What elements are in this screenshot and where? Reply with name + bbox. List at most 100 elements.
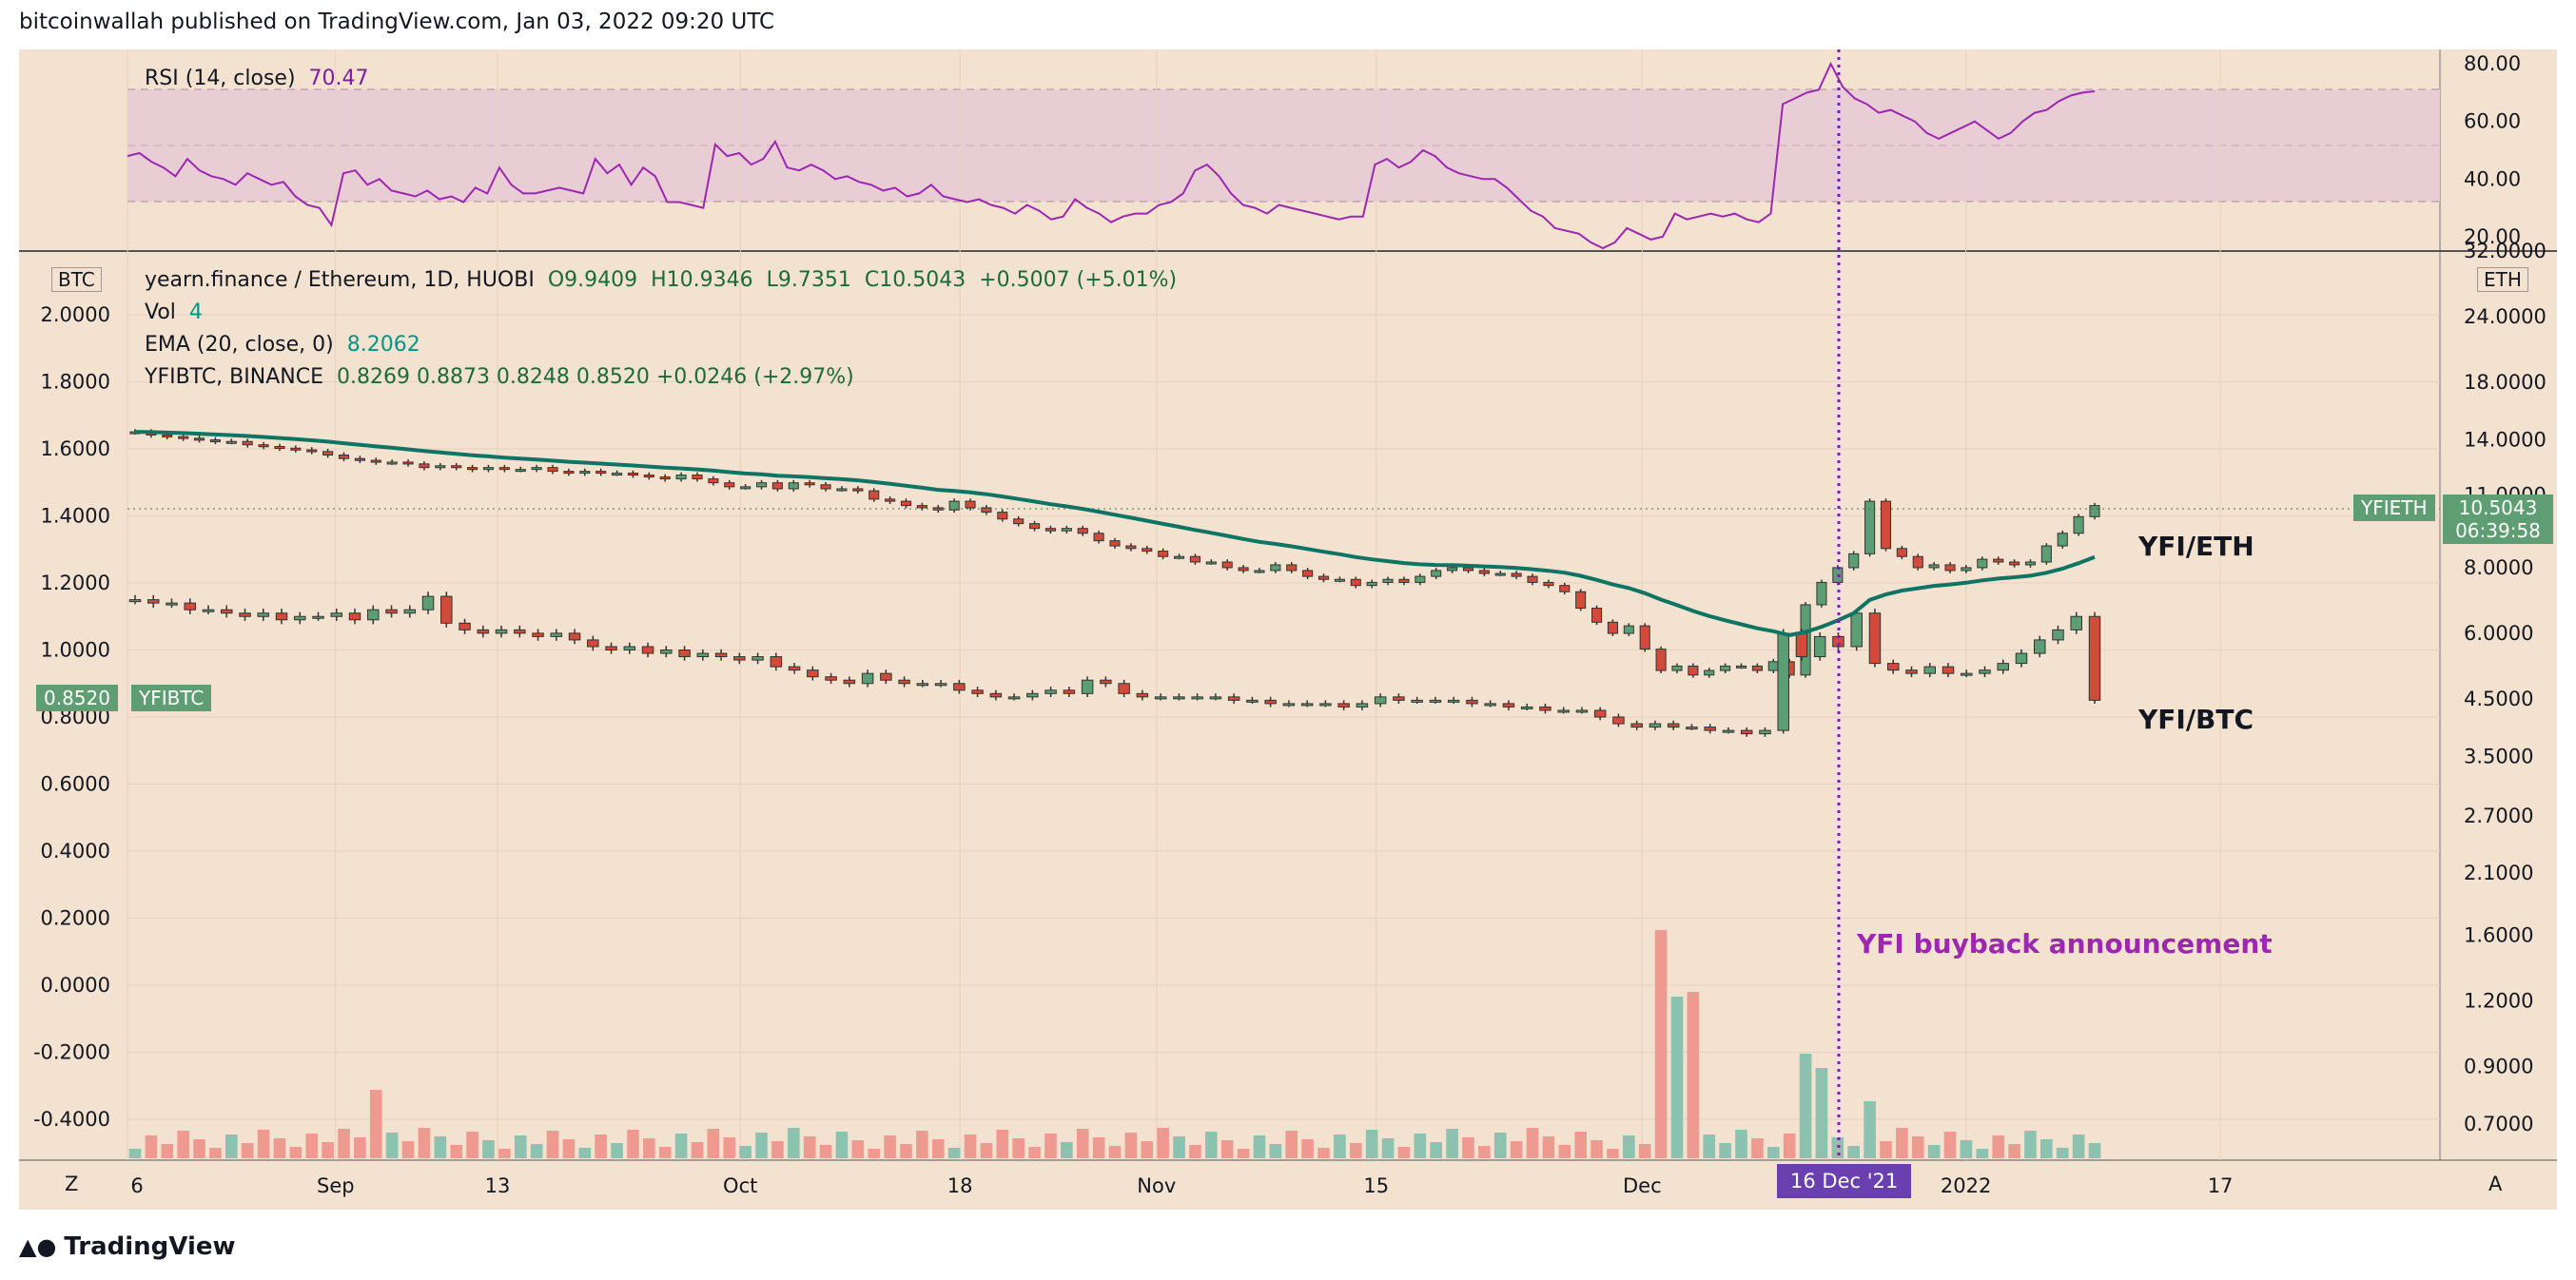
- volume-bar: [225, 1135, 238, 1158]
- left-tick-label: 0.6000: [41, 773, 110, 796]
- yfieth-candle: [724, 479, 735, 490]
- yfieth-candle-body: [1238, 567, 1249, 572]
- yfieth-candle-body: [1189, 555, 1200, 563]
- compare-legend: YFIBTC, BINANCE 0.8269 0.8873 0.8248 0.8…: [145, 365, 854, 389]
- yfieth-candle: [2089, 502, 2100, 520]
- yfieth-candle: [1044, 525, 1057, 534]
- rsi-legend: RSI (14, close) 70.47: [145, 67, 369, 90]
- yfibtc-candle-body: [2033, 639, 2046, 654]
- yfibtc-candle: [294, 611, 306, 625]
- footer-logo[interactable]: ▲● TradingView: [19, 1232, 236, 1261]
- yfibtc-candle-body: [1630, 723, 1643, 728]
- yfibtc-candle: [1686, 724, 1698, 730]
- volume-bar: [177, 1131, 189, 1158]
- yfieth-candle: [1993, 556, 2004, 565]
- yfibtc-candle: [1319, 700, 1332, 708]
- yfieth-candle-body: [1623, 625, 1634, 634]
- yfibtc-candle: [1118, 679, 1130, 698]
- yfibtc-candle-body: [2088, 615, 2101, 701]
- yfibtc-candle-body: [714, 652, 728, 658]
- publish-header: bitcoinwallah published on TradingView.c…: [19, 10, 775, 34]
- volume-bar: [1526, 1128, 1539, 1158]
- chart-background: [19, 49, 2557, 1210]
- yfieth-candle-body: [1077, 528, 1088, 534]
- yfibtc-candle-body: [495, 629, 508, 634]
- yfieth-candle: [1655, 646, 1667, 673]
- volume-bar: [289, 1147, 302, 1158]
- yfieth-candle-body: [354, 457, 365, 461]
- yfibtc-candle: [660, 646, 673, 658]
- yfibtc-candle-body: [2015, 652, 2028, 665]
- volume-bar: [868, 1149, 881, 1158]
- volume-bar: [1735, 1130, 1747, 1158]
- rsi-band: [127, 89, 2440, 202]
- time-tick-label: Nov: [1137, 1174, 1176, 1197]
- volume-bar: [450, 1145, 463, 1158]
- volume-bar: [1703, 1135, 1716, 1158]
- yfibtc-candle-body: [1319, 703, 1332, 707]
- yfieth-candle: [1158, 548, 1169, 560]
- yfieth-candle-body: [1382, 578, 1394, 583]
- yfieth-candle-body: [306, 449, 318, 453]
- yfieth-candle-body: [258, 444, 269, 448]
- yfieth-candle-body: [1767, 661, 1779, 671]
- right-tick-label: 0.7000: [2464, 1113, 2533, 1135]
- yfieth-candle-body: [515, 469, 526, 473]
- rsi-legend-label: RSI (14, close): [145, 67, 296, 90]
- yfibtc-candle-body: [825, 676, 837, 681]
- yfibtc-candle-body: [275, 612, 288, 621]
- yfieth-candle-body: [467, 467, 478, 471]
- volume-bar: [401, 1141, 415, 1158]
- volume-bar: [1911, 1136, 1924, 1158]
- volume-bar: [674, 1134, 688, 1158]
- yfibtc-candle: [1575, 707, 1589, 714]
- yfieth-candle: [820, 481, 831, 492]
- yfieth-candle: [1607, 619, 1618, 636]
- yfibtc-candle: [1777, 629, 1789, 734]
- yfieth-candle-body: [1527, 575, 1538, 583]
- yfibtc-candle: [1191, 693, 1203, 701]
- volume-bar: [1654, 930, 1668, 1158]
- right-tick-label: 24.0000: [2464, 305, 2547, 328]
- zoom-button[interactable]: Z: [65, 1173, 79, 1195]
- volume-bar: [723, 1137, 736, 1158]
- yfibtc-candle: [587, 635, 599, 651]
- time-axis-ticks: 6 Sep 13 Oct 18 Nov 15 Dec 2022 17: [130, 1174, 2233, 1197]
- yfibtc-candle-body: [128, 599, 142, 603]
- yfieth-candle-body: [1366, 581, 1377, 587]
- yfibtc-candle: [128, 594, 142, 605]
- volume-bar: [482, 1140, 495, 1158]
- volume-bar: [1334, 1135, 1346, 1158]
- yfibtc-candle: [312, 611, 324, 621]
- yfieth-candle-body: [1559, 585, 1571, 592]
- yfibtc-candle: [733, 652, 746, 665]
- yfibtc-candle-body: [934, 683, 947, 687]
- yfieth-candle-body: [1575, 591, 1587, 610]
- yfibtc-candle: [257, 609, 270, 621]
- yfibtc-candle: [1667, 720, 1680, 730]
- yfieth-candle: [948, 498, 960, 514]
- volume-bar: [1607, 1149, 1619, 1158]
- yfieth-candle: [435, 462, 446, 471]
- yfibtc-candle: [1520, 703, 1533, 710]
- yfibtc-candle-body: [1044, 689, 1057, 694]
- auto-scale-button[interactable]: A: [2488, 1173, 2503, 1195]
- yfibtc-candle: [770, 652, 783, 671]
- volume-bar: [787, 1128, 800, 1158]
- yfibtc-candle-body: [1593, 709, 1607, 718]
- left-axis-ticks: 2.00001.80001.60001.40001.20001.00000.80…: [33, 303, 110, 1131]
- volume-bar: [803, 1136, 816, 1158]
- yfieth-candle-body: [595, 471, 607, 475]
- yfieth-candle: [338, 452, 350, 462]
- yfieth-candle-body: [225, 440, 237, 444]
- yfibtc-candle-body: [1979, 669, 1991, 674]
- volume-bar: [1044, 1134, 1057, 1158]
- left-tick-label: 1.4000: [41, 505, 110, 528]
- yfibtc-candle-body: [1191, 696, 1203, 700]
- yfieth-candle: [1591, 605, 1603, 626]
- yfieth-candle-body: [435, 465, 446, 469]
- yfibtc-candle-body: [312, 615, 324, 619]
- right-currency-label[interactable]: ETH: [2477, 267, 2528, 292]
- left-currency-label[interactable]: BTC: [51, 267, 102, 292]
